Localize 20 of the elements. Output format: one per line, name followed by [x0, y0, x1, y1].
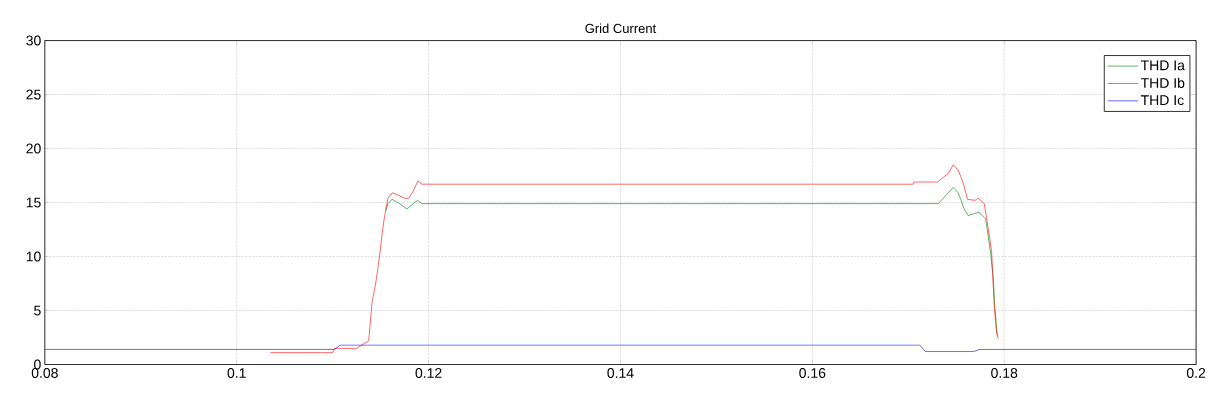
legend-label: THD Ic	[1140, 95, 1184, 106]
x-tick-label: 0.16	[799, 368, 826, 378]
x-tick-label: 0.2	[1186, 368, 1206, 378]
legend-label: THD Ia	[1140, 60, 1185, 71]
x-tick-label: 0.12	[415, 368, 442, 378]
legend-label: THD Ib	[1140, 77, 1185, 88]
x-tick-label: 0.14	[607, 368, 634, 378]
x-tick-label: 0.1	[227, 368, 246, 378]
chart-title: Grid Current	[585, 23, 657, 34]
y-tick-label: 25	[26, 89, 41, 100]
x-tick-label: 0.18	[991, 368, 1018, 378]
y-tick-label: 5	[34, 305, 41, 316]
y-tick-label: 15	[26, 197, 41, 208]
y-tick-label: 30	[26, 35, 41, 46]
line-series	[385, 187, 998, 336]
line-series	[269, 164, 999, 353]
y-tick-label: 10	[26, 251, 41, 262]
y-tick-label: 0	[34, 359, 41, 370]
y-tick-label: 20	[26, 143, 41, 154]
x-tick-label: 0.08	[31, 368, 58, 378]
